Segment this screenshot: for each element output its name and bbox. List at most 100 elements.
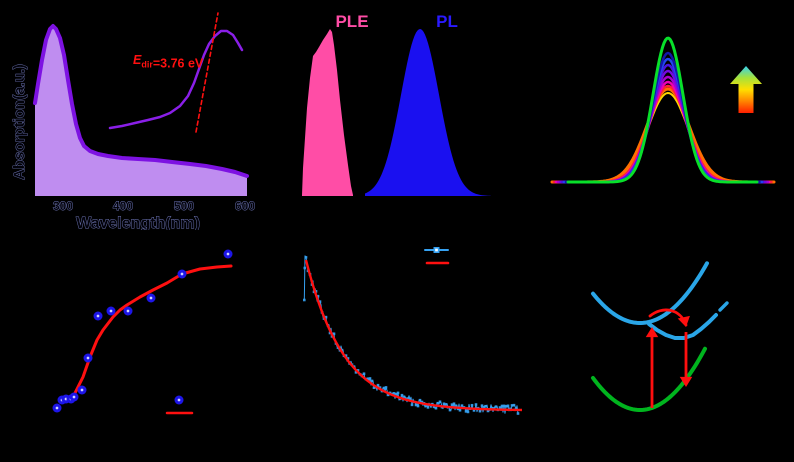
pl-decay-data-marker (454, 404, 458, 407)
pl-decay-data-marker (332, 332, 336, 336)
pl-decay-data-marker (512, 403, 516, 407)
pl-decay-data-marker (438, 400, 442, 404)
intensity-data-points-center (86, 356, 90, 360)
pl-decay-data-marker (420, 400, 424, 404)
pl-decay-data-marker (400, 393, 404, 397)
legend-data-square-center (435, 248, 438, 252)
pl-decay-data-marker (356, 369, 360, 372)
pl-decay-data-marker (416, 404, 420, 408)
tauc-plot-inset (108, 29, 244, 130)
intensity-data-points-center (149, 296, 153, 300)
pl-decay-data-marker (324, 315, 328, 319)
pl-decay-data-marker (448, 408, 452, 412)
pl-decay-data-marker (366, 377, 370, 381)
pl-decay-data-marker (516, 412, 520, 415)
ple-label: PLE (335, 12, 368, 31)
intensity-fit-curve (71, 264, 233, 399)
absorption-x-axis-label: Wavelength(nm) (76, 215, 200, 230)
pl-decay-data-marker (426, 406, 430, 409)
pl-decay-data-marker (442, 402, 446, 406)
pl-decay-data-marker (368, 377, 372, 380)
intensity-data-points-center (55, 406, 59, 410)
pl-decay-data-marker (406, 397, 410, 400)
pl-decay-data-marker (480, 404, 484, 407)
intensity-data-points-center (72, 395, 76, 399)
x-tick-600: 600 (235, 199, 255, 213)
pl-decay-data-marker (486, 409, 490, 413)
pl-decay-data-marker (498, 406, 502, 409)
self-trapped-state-curve (647, 313, 718, 340)
pl-decay-data-marker (506, 404, 510, 408)
bandgap-extrapolation-line (195, 12, 219, 133)
absorption-spectrum (35, 26, 247, 196)
legend-data-marker-center (177, 398, 181, 402)
pl-decay-data-marker (384, 386, 388, 389)
temperature-gradient-arrow (730, 66, 762, 113)
relaxation-curved-arrow-head (677, 315, 690, 327)
pl-decay-data-marker (436, 401, 440, 405)
pl-decay-data-marker (304, 256, 308, 259)
intensity-data-points-center (96, 314, 100, 318)
pl-decay-data-marker (303, 298, 306, 302)
pl-decay-data-marker (303, 266, 307, 270)
absorption-spectrum-outline (33, 24, 249, 178)
pl-decay-data-marker (434, 406, 438, 410)
configuration-coordinate-panel (591, 261, 729, 412)
intensity-data-points-center (126, 309, 130, 313)
pl-decay-data-marker (372, 386, 376, 390)
pl-decay-data-marker (370, 379, 374, 383)
pl-decay-data-marker (410, 403, 414, 407)
pl-decay-data-marker (472, 409, 476, 412)
self-trapped-state-dash (718, 301, 729, 312)
pl-decay-data-marker (396, 391, 400, 395)
pl-curve-green (566, 36, 759, 184)
pl-decay-data-marker (510, 404, 514, 407)
pl-decay-data-marker (466, 410, 470, 414)
pl-decay-data-marker (504, 404, 508, 408)
pl-decay-data-marker (318, 300, 322, 303)
pl-decay-data-marker (382, 386, 386, 390)
absorption-y-axis-label: Absorption(a.u.) (11, 64, 28, 180)
pl-decay-data-marker (452, 402, 456, 406)
bandgap-annotation: Edir=3.76 eV (133, 53, 204, 71)
pl-decay-data-marker (376, 383, 380, 387)
pl-decay-data-marker (402, 395, 406, 399)
pl-decay-data-marker (474, 403, 478, 406)
temperature-dependent-pl-panel (550, 36, 776, 184)
pl-decay-panel (303, 247, 523, 415)
ple-spectrum (302, 29, 353, 196)
x-tick-300: 300 (53, 199, 73, 213)
intensity-data-points-center (109, 309, 113, 313)
pl-decay-data-marker (464, 410, 468, 413)
pl-decay-data-marker (494, 405, 498, 408)
excitation-arrow-head (645, 327, 659, 338)
pl-label: PL (436, 12, 458, 31)
pl-decay-data-marker (344, 354, 348, 357)
intensity-data-points-center (80, 388, 84, 392)
pl-decay-data-marker (386, 393, 390, 397)
intensity-data-points-center (180, 272, 184, 276)
pl-decay-data-marker (424, 404, 428, 408)
ple-pl-spectra-panel: PLE PL (302, 12, 491, 197)
excited-state-parabola (591, 261, 709, 325)
absorption-spectrum-panel: Absorption(a.u.) Wavelength(nm)300 400 500 6… (11, 12, 256, 230)
pl-decay-data-marker (418, 398, 422, 402)
pl-decay-data-marker (500, 404, 504, 408)
pl-decay-data-marker (450, 403, 454, 406)
pl-decay-data (303, 255, 519, 414)
x-tick-500: 500 (174, 199, 194, 213)
pl-decay-data-marker (478, 409, 482, 413)
pl-decay-data-marker (482, 405, 486, 409)
pl-decay-data-marker (346, 357, 350, 360)
pl-decay-fit (304, 259, 523, 412)
pl-decay-data-marker (414, 403, 418, 407)
intensity-data-points-center (226, 252, 230, 256)
pl-decay-data-marker (316, 294, 320, 298)
pl-decay-data-marker (362, 372, 366, 376)
pl-decay-data-marker (470, 403, 474, 407)
pl-decay-data-marker (460, 404, 464, 407)
x-tick-400: 400 (113, 199, 133, 213)
pl-decay-data-marker (502, 404, 506, 408)
pl-decay-data-marker (432, 405, 436, 409)
